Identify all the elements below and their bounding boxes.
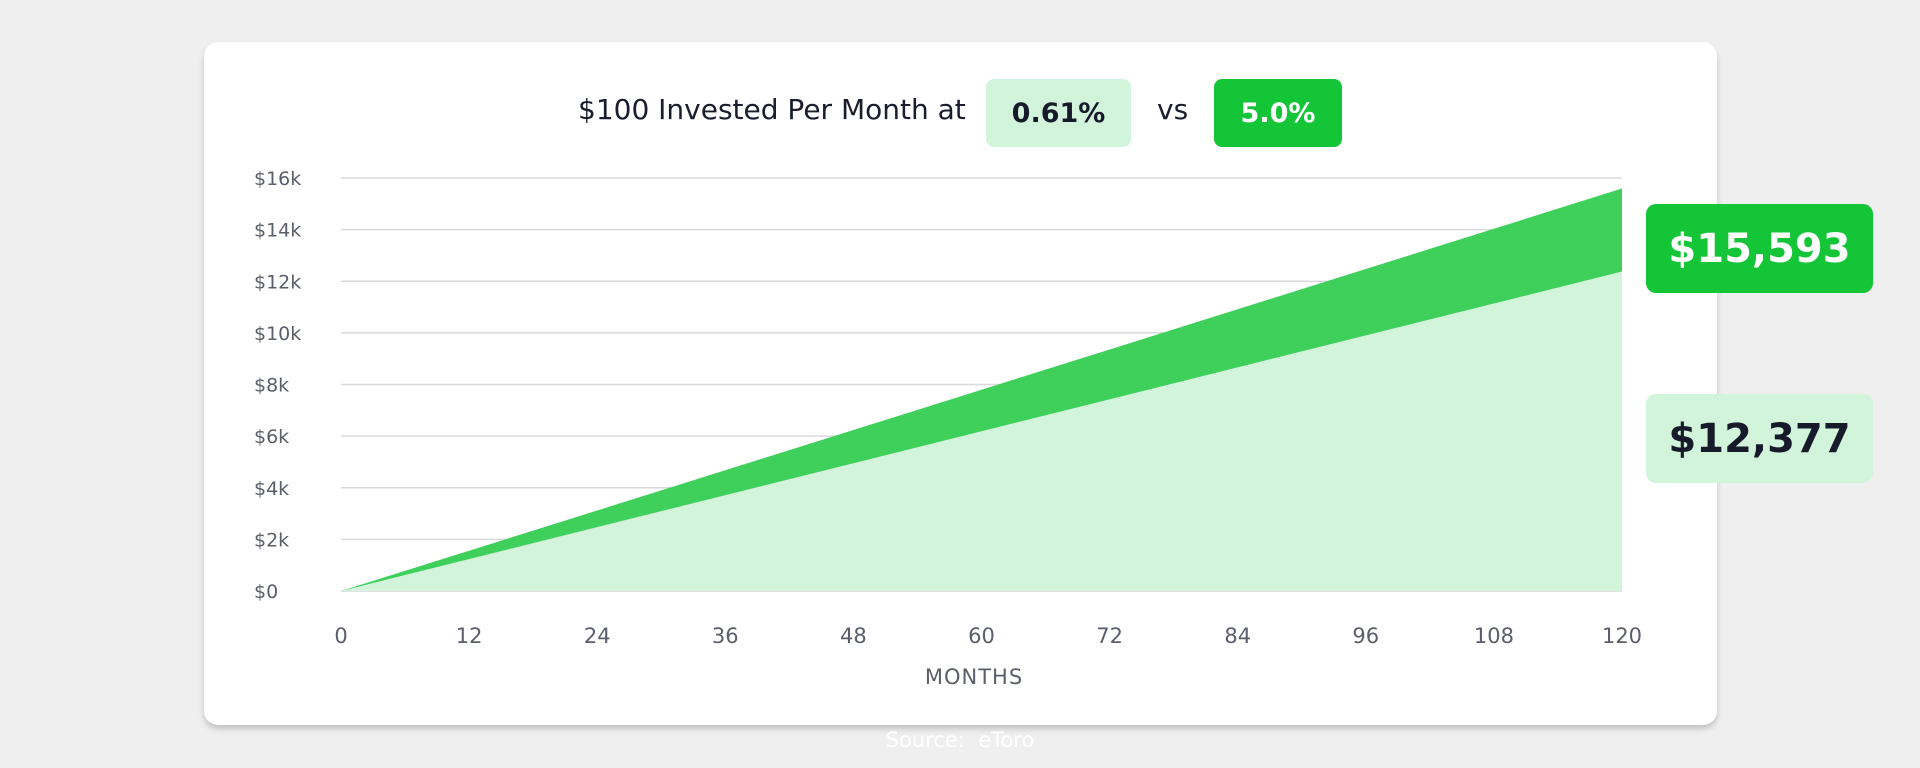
x-tick-label: 12	[456, 624, 483, 648]
x-tick-label: 36	[712, 624, 739, 648]
end-value-low-badge: $12,377	[1646, 394, 1873, 483]
y-tick-label: $10k	[254, 323, 301, 345]
y-tick-label: $0	[254, 581, 278, 603]
x-axis-label: MONTHS	[925, 665, 1023, 689]
source-caption: Source: eToro	[885, 728, 1035, 752]
y-tick-label: $14k	[254, 220, 301, 242]
x-tick-label: 108	[1474, 624, 1514, 648]
chart-title: $100 Invested Per Month at	[578, 93, 966, 126]
x-tick-label: 72	[1096, 624, 1123, 648]
rate-low-badge: 0.61%	[986, 79, 1131, 147]
rate-high-badge: 5.0%	[1214, 79, 1342, 147]
area-series	[341, 188, 1622, 592]
y-tick-label: $6k	[254, 426, 289, 448]
x-tick-label: 96	[1352, 624, 1379, 648]
chart-header: $100 Invested Per Month at 0.61% vs 5.0%	[0, 79, 1920, 147]
end-value-high-badge: $15,593	[1646, 204, 1873, 293]
y-tick-label: $8k	[254, 375, 289, 397]
area-series-0-61	[341, 271, 1622, 591]
x-tick-label: 84	[1224, 624, 1251, 648]
x-tick-label: 0	[334, 624, 347, 648]
y-tick-label: $12k	[254, 271, 301, 293]
x-tick-label: 48	[840, 624, 867, 648]
y-axis-ticks: $0 $2k $4k $6k $8k $10k $12k $14k $16k	[254, 168, 301, 603]
y-tick-label: $16k	[254, 168, 301, 190]
x-axis-ticks: 0 12 24 36 48 60 72 84 96 108 120	[334, 624, 1642, 648]
x-tick-label: 120	[1602, 624, 1642, 648]
vs-label: vs	[1157, 93, 1189, 126]
y-tick-label: $2k	[254, 529, 289, 551]
x-tick-label: 24	[584, 624, 611, 648]
x-tick-label: 60	[968, 624, 995, 648]
y-tick-label: $4k	[254, 478, 289, 500]
